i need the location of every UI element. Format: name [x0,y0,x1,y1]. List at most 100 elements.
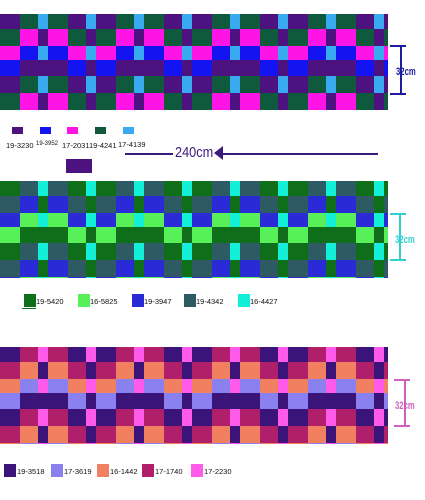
pattern-block [230,227,241,244]
pattern-block [336,196,357,214]
pattern-block [68,347,87,363]
pattern-block [308,196,327,214]
pattern-block [164,29,183,47]
pattern-block [182,277,193,278]
pattern-block [182,426,193,444]
pattern-block [134,362,145,380]
pattern-block [212,379,231,394]
pattern-block [374,14,385,30]
pattern-block [326,393,337,410]
pattern-block [38,196,49,214]
height-dimension-tick-top-1 [390,45,406,47]
legend-underline [22,308,36,309]
pattern-block [144,29,165,47]
pattern-block [116,76,135,94]
pattern-block [336,260,357,278]
pattern-block [260,60,279,77]
pattern-block [68,393,87,410]
pattern-block [240,243,261,261]
pattern-block [164,379,183,394]
height-dimension-line-3 [404,379,406,427]
pattern-block [260,29,279,47]
pattern-block [68,60,87,77]
pattern-block [240,213,261,228]
color-swatch [142,464,154,477]
pattern-block [20,29,39,47]
pattern-block [164,347,183,363]
pattern-block [240,227,261,244]
pattern-block [260,277,279,278]
pattern-block [20,409,39,427]
pattern-block [0,379,21,394]
pattern-block [0,227,21,244]
pattern-block [96,213,117,228]
pattern-block [38,409,49,427]
pattern-block [384,14,388,30]
pattern-block [144,46,165,61]
pattern-block [134,426,145,444]
pattern-block [68,443,87,444]
pattern-block [164,426,183,444]
pattern-block [308,29,327,47]
pattern-block [308,426,327,444]
pattern-block [260,213,279,228]
pattern-block [278,277,289,278]
pattern-block [134,93,145,110]
pattern-band-1-graphic [0,14,388,110]
pattern-block [240,426,261,444]
pattern-block [116,393,135,410]
pattern-block [164,409,183,427]
pattern-block [86,260,97,278]
pattern-block [260,196,279,214]
pattern-block [212,29,231,47]
pattern-block [240,277,261,278]
pattern-block [278,46,289,61]
pattern-block [308,76,327,94]
pattern-block [288,443,309,444]
pattern-block [278,29,289,47]
pattern-block [384,260,388,278]
pattern-block [240,60,261,77]
pattern-block [0,362,21,380]
pattern-block [288,213,309,228]
pattern-block [288,46,309,61]
pattern-block [230,181,241,197]
pattern-block [356,347,375,363]
pattern-block [134,29,145,47]
pattern-block [308,393,327,410]
pattern-block [134,260,145,278]
color-code: 17-4139 [118,140,146,149]
pattern-block [0,443,21,444]
pattern-block [182,243,193,261]
pattern-block [20,393,39,410]
height-dimension-tick-bottom-3 [394,425,410,427]
color-legend-1: 19-3230 19-3952 17-2031 19-4241 17-4139 [0,127,425,150]
pattern-block [192,379,213,394]
pattern-block [336,46,357,61]
height-dimension-line-2 [399,213,401,261]
pattern-block [68,379,87,394]
pattern-block [288,60,309,77]
pattern-block [182,29,193,47]
pattern-block [212,227,231,244]
pattern-block [336,181,357,197]
pattern-block [48,227,69,244]
pattern-block [326,260,337,278]
pattern-block [384,29,388,47]
pattern-block [308,181,327,197]
pattern-block [278,181,289,197]
pattern-block [96,260,117,278]
pattern-block [20,181,39,197]
pattern-block [260,347,279,363]
pattern-block [356,393,375,410]
pattern-block [230,362,241,380]
length-measure-line-right [220,153,378,155]
height-dimension-tick-top-3 [394,379,410,381]
pattern-block [96,409,117,427]
pattern-block [182,213,193,228]
pattern-block [374,409,385,427]
pattern-block [48,60,69,77]
pattern-block [192,29,213,47]
pattern-block [260,227,279,244]
pattern-block [68,227,87,244]
